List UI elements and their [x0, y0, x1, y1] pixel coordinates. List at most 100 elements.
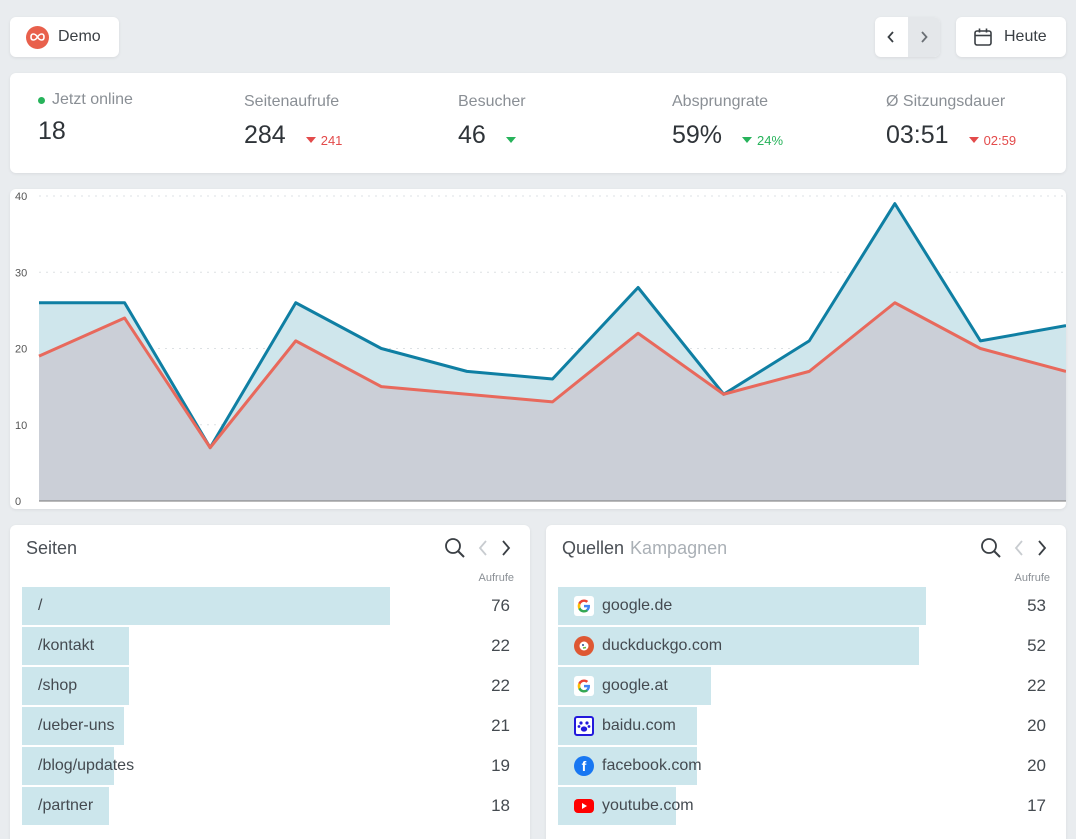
data-point[interactable] [290, 335, 302, 347]
stat-visitors-delta [505, 137, 521, 143]
next-period-button[interactable] [907, 17, 940, 57]
list-item-label: google.at [602, 677, 668, 694]
chevron-left-icon[interactable] [1013, 539, 1025, 557]
chevron-right-icon [921, 31, 928, 43]
list-item[interactable]: google.at 22 [558, 667, 1050, 707]
date-range-button[interactable]: Heute [956, 17, 1066, 57]
tab-campaigns[interactable]: Kampagnen [630, 538, 728, 558]
calendar-icon [974, 28, 992, 46]
list-item[interactable]: /shop 22 [22, 667, 514, 707]
list-item-label: google.de [602, 597, 673, 614]
list-item-value: 76 [491, 596, 510, 615]
value-bar [558, 627, 919, 665]
chevron-left-icon [887, 31, 894, 43]
data-point[interactable] [119, 297, 131, 309]
series-line-1 [38, 301, 1066, 450]
stat-bounce-delta-value: 24% [757, 132, 784, 148]
stats-summary: Jetzt online 18 Seitenaufrufe 284 241 Be… [10, 73, 1066, 173]
data-point[interactable] [461, 388, 473, 400]
stat-session-duration[interactable]: Ø Sitzungsdauer 03:51 02:59 [886, 93, 1016, 150]
data-point[interactable] [547, 373, 559, 385]
data-point[interactable] [718, 388, 730, 400]
trend-down-icon [505, 137, 516, 143]
stat-bounce-rate[interactable]: Absprungrate 59% 24% [672, 93, 783, 150]
data-point[interactable] [889, 297, 901, 309]
data-point[interactable] [803, 365, 815, 377]
list-item-label: /shop [38, 677, 78, 694]
previous-period-button[interactable] [875, 17, 908, 57]
list-item-label-wrap: /ueber-uns [38, 707, 115, 745]
stat-pageviews-delta-value: 241 [320, 132, 343, 148]
stat-bounce-value: 59% [672, 121, 723, 149]
stat-duration-value: 03:51 [886, 121, 949, 149]
list-item-label: youtube.com [602, 797, 694, 814]
data-point[interactable] [119, 312, 131, 324]
data-point[interactable] [290, 297, 302, 309]
data-point[interactable] [375, 381, 387, 393]
trend-down-icon [742, 137, 753, 143]
list-item[interactable]: /kontakt 22 [22, 627, 514, 667]
list-item-value: 19 [491, 756, 510, 775]
list-item[interactable]: baidu.com 20 [558, 707, 1050, 747]
list-item-label: baidu.com [602, 717, 676, 734]
stat-bounce-delta: 24% [742, 133, 783, 148]
list-item-value: 21 [491, 716, 510, 735]
value-bar [22, 707, 124, 745]
list-item[interactable]: /blog/updates 19 [22, 747, 514, 787]
baidu-icon [574, 716, 594, 736]
list-item[interactable]: google.de 53 [558, 587, 1050, 627]
list-item[interactable]: / 76 [22, 587, 514, 627]
pages-panel: Seiten Aufrufe / 76/kontakt 22/shop 22/uebe… [10, 525, 530, 839]
list-item-value: 20 [1027, 756, 1046, 775]
stat-visitors-label: Besucher [458, 93, 526, 110]
data-point[interactable] [33, 350, 45, 362]
date-range-label: Heute [1004, 28, 1047, 45]
value-bar [22, 667, 129, 705]
value-bar [22, 747, 114, 785]
list-item[interactable]: /partner 18 [22, 787, 514, 827]
list-item[interactable]: f facebook.com 20 [558, 747, 1050, 787]
visitors-chart[interactable]: 0 10 20 30 40 [10, 189, 1066, 509]
tab-sources[interactable]: Quellen [562, 538, 625, 558]
data-point[interactable] [803, 335, 815, 347]
list-item-label-wrap: google.de [574, 587, 672, 625]
online-indicator-icon [38, 96, 45, 104]
chevron-left-icon[interactable] [477, 539, 489, 557]
data-point[interactable] [204, 442, 216, 454]
chevron-right-icon[interactable] [1036, 539, 1048, 557]
data-point[interactable] [461, 365, 473, 377]
list-item-label-wrap: /blog/updates [38, 747, 134, 785]
data-point[interactable] [632, 282, 644, 294]
list-item-label: /kontakt [38, 637, 95, 654]
stat-pageviews-label: Seitenaufrufe [244, 93, 340, 110]
trend-down-icon [968, 137, 979, 143]
chevron-right-icon[interactable] [500, 539, 512, 557]
search-icon[interactable] [444, 537, 466, 559]
search-icon[interactable] [980, 537, 1002, 559]
trend-down-icon [305, 137, 316, 143]
stat-visitors[interactable]: Besucher 46 [458, 93, 526, 150]
list-item[interactable]: duckduckgo.com 52 [558, 627, 1050, 667]
youtube-icon [574, 796, 594, 816]
data-point[interactable] [33, 297, 45, 309]
demo-label: Demo [58, 28, 101, 45]
list-item-label-wrap: /kontakt [38, 627, 94, 665]
data-point[interactable] [632, 327, 644, 339]
list-item[interactable]: youtube.com 17 [558, 787, 1050, 827]
stat-pageviews-delta: 241 [305, 132, 343, 148]
y-tick-label: 10 [15, 420, 27, 432]
stat-online-value: 18 [38, 117, 66, 145]
data-point[interactable] [974, 343, 986, 355]
pages-title: Seiten [26, 538, 78, 558]
data-point[interactable] [375, 343, 387, 355]
list-item-label-wrap: /shop [38, 667, 77, 705]
list-item[interactable]: /ueber-uns 21 [22, 707, 514, 747]
date-navigation [875, 17, 940, 57]
data-point[interactable] [889, 198, 901, 210]
data-point[interactable] [547, 396, 559, 408]
list-item-label: duckduckgo.com [602, 637, 723, 654]
stat-pageviews[interactable]: Seitenaufrufe 284 241 [244, 93, 342, 150]
pages-column-header: Aufrufe [478, 572, 514, 584]
demo-site-button[interactable]: Demo [10, 17, 119, 57]
list-item-label-wrap: duckduckgo.com [574, 627, 722, 665]
